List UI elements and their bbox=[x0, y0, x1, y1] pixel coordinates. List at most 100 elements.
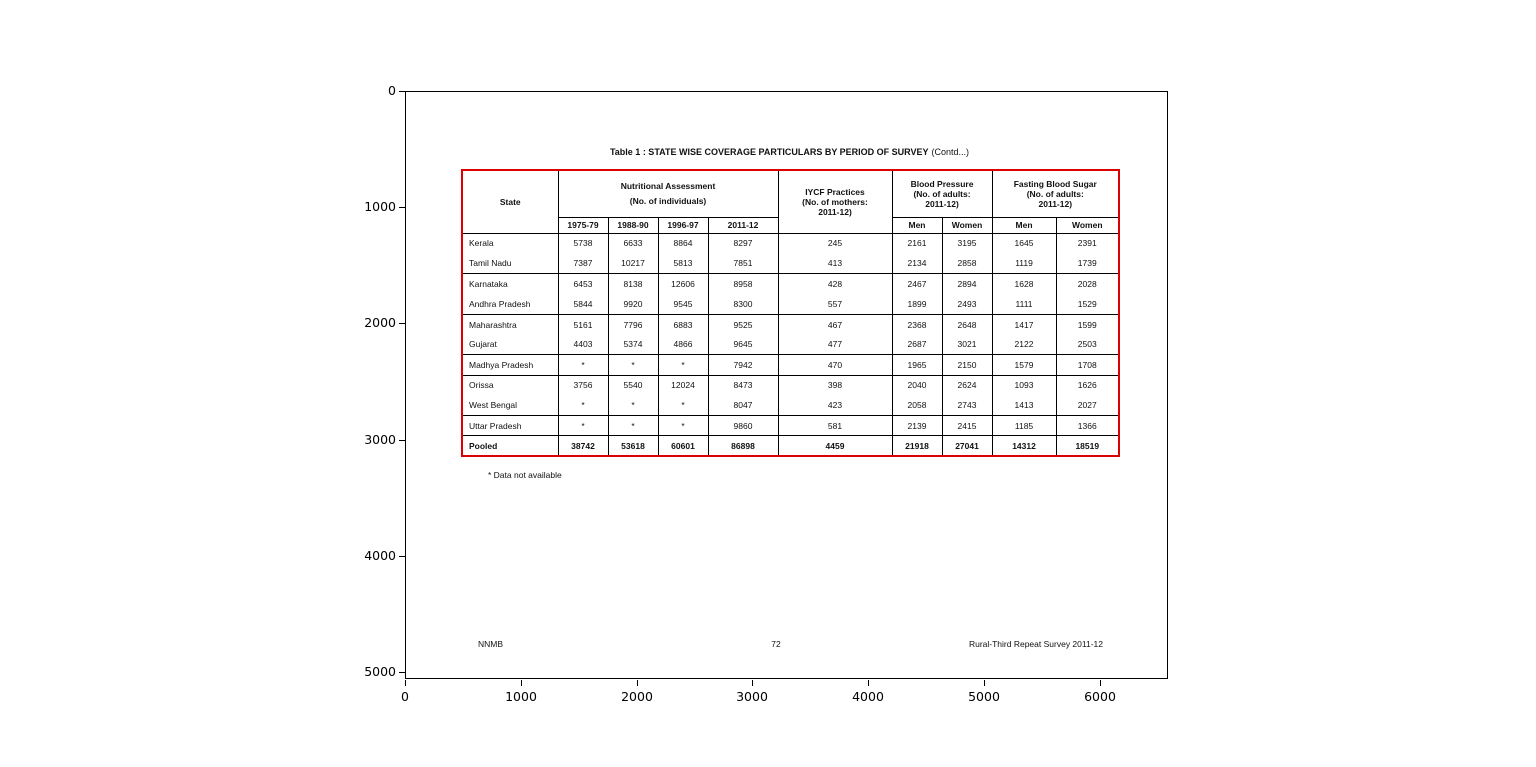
x-tick-label: 0 bbox=[401, 689, 409, 704]
value-cell: * bbox=[557, 415, 609, 437]
value-cell: 1119 bbox=[991, 253, 1057, 275]
y-tick bbox=[399, 440, 405, 441]
x-tick-label: 5000 bbox=[968, 689, 1000, 704]
value-cell: 5374 bbox=[607, 334, 659, 356]
fbs-women-header: Women bbox=[1055, 217, 1120, 234]
value-cell: 1579 bbox=[991, 354, 1057, 376]
value-cell: 6883 bbox=[657, 314, 709, 335]
value-cell: 9545 bbox=[657, 293, 709, 315]
value-cell: 21918 bbox=[891, 435, 943, 457]
y-tick-label: 4000 bbox=[364, 548, 396, 563]
value-cell: 2040 bbox=[891, 375, 943, 396]
state-cell: Orissa bbox=[461, 375, 559, 396]
value-cell: 8297 bbox=[707, 233, 779, 254]
header-line: 2011-12) bbox=[818, 206, 852, 217]
header-line: IYCF Practices bbox=[805, 186, 865, 197]
y-tick bbox=[399, 91, 405, 92]
state-cell: West Bengal bbox=[461, 395, 559, 417]
value-cell: 1645 bbox=[991, 233, 1057, 254]
value-cell: 8047 bbox=[707, 395, 779, 417]
table-row: Orissa 3756 5540 12024 8473 398 2040 2624 1093 16… bbox=[461, 375, 1120, 396]
value-cell: 12024 bbox=[657, 375, 709, 396]
value-cell: 1626 bbox=[1055, 375, 1120, 396]
value-cell: * bbox=[657, 395, 709, 417]
x-tick bbox=[521, 680, 522, 686]
state-cell: Kerala bbox=[461, 233, 559, 254]
value-cell: 1417 bbox=[991, 314, 1057, 335]
table-row: Uttar Pradesh * * * 9860 581 2139 2415 1185 1366 bbox=[461, 415, 1120, 437]
header-line: (No. of adults: bbox=[913, 188, 971, 199]
value-cell: 9920 bbox=[607, 293, 659, 315]
blood-pressure-header: Blood Pressure (No. of adults: 2011-12) bbox=[891, 170, 993, 218]
value-cell: 428 bbox=[777, 273, 893, 294]
value-cell: * bbox=[657, 354, 709, 376]
value-cell: 2139 bbox=[891, 415, 943, 437]
coverage-table: State Nutritional Assessment (No. of ind… bbox=[461, 169, 1121, 458]
table-wrapper: State Nutritional Assessment (No. of ind… bbox=[461, 169, 1121, 458]
value-cell: 5161 bbox=[557, 314, 609, 335]
value-cell: 4403 bbox=[557, 334, 609, 356]
y-tick-label: 2000 bbox=[364, 315, 396, 330]
year-header: 1996-97 bbox=[657, 217, 709, 234]
nutritional-header: Nutritional Assessment (No. of individua… bbox=[557, 170, 779, 218]
value-cell: 398 bbox=[777, 375, 893, 396]
iycf-header: IYCF Practices (No. of mothers: 2011-12) bbox=[777, 170, 893, 234]
state-cell: Madhya Pradesh bbox=[461, 354, 559, 376]
value-cell: 245 bbox=[777, 233, 893, 254]
value-cell: 6453 bbox=[557, 273, 609, 294]
value-cell: 38742 bbox=[557, 435, 609, 457]
value-cell: 10217 bbox=[607, 253, 659, 275]
value-cell: 12606 bbox=[657, 273, 709, 294]
value-cell: 1628 bbox=[991, 273, 1057, 294]
value-cell: 5813 bbox=[657, 253, 709, 275]
x-tick bbox=[637, 680, 638, 686]
x-tick bbox=[405, 680, 406, 686]
value-cell: 7942 bbox=[707, 354, 779, 376]
document-title: Table 1 : STATE WISE COVERAGE PARTICULAR… bbox=[461, 147, 1118, 157]
value-cell: 2028 bbox=[1055, 273, 1120, 294]
value-cell: 5540 bbox=[607, 375, 659, 396]
value-cell: 1413 bbox=[991, 395, 1057, 417]
x-tick bbox=[868, 680, 869, 686]
value-cell: 1899 bbox=[891, 293, 943, 315]
x-tick bbox=[752, 680, 753, 686]
value-cell: 2415 bbox=[941, 415, 993, 437]
value-cell: * bbox=[557, 395, 609, 417]
value-cell: 8300 bbox=[707, 293, 779, 315]
value-cell: 1111 bbox=[991, 293, 1057, 315]
table-row: Kerala 5738 6633 8864 8297 245 2161 3195 1645 239… bbox=[461, 233, 1120, 254]
value-cell: 1965 bbox=[891, 354, 943, 376]
value-cell: 1739 bbox=[1055, 253, 1120, 275]
year-header: 2011-12 bbox=[707, 217, 779, 234]
table-row: Andhra Pradesh 5844 9920 9545 8300 557 1899 249… bbox=[461, 293, 1120, 315]
y-tick bbox=[399, 323, 405, 324]
header-line: Fasting Blood Sugar bbox=[1013, 178, 1097, 189]
value-cell: 1366 bbox=[1055, 415, 1120, 437]
state-cell: Uttar Pradesh bbox=[461, 415, 559, 437]
value-cell: 8958 bbox=[707, 273, 779, 294]
year-header: 1988-90 bbox=[607, 217, 659, 234]
value-cell: * bbox=[607, 354, 659, 376]
value-cell: * bbox=[607, 395, 659, 417]
value-cell: 1708 bbox=[1055, 354, 1120, 376]
value-cell: 477 bbox=[777, 334, 893, 356]
x-tick-label: 4000 bbox=[852, 689, 884, 704]
state-cell: Pooled bbox=[461, 435, 559, 457]
value-cell: 4866 bbox=[657, 334, 709, 356]
state-cell: Karnataka bbox=[461, 273, 559, 294]
footer-page-number: 72 bbox=[771, 639, 781, 649]
value-cell: 8138 bbox=[607, 273, 659, 294]
value-cell: 2648 bbox=[941, 314, 993, 335]
value-cell: 7387 bbox=[557, 253, 609, 275]
header-row-groups: State Nutritional Assessment (No. of ind… bbox=[461, 170, 1120, 234]
value-cell: 3021 bbox=[941, 334, 993, 356]
header-row-sub: 1975-79 1988-90 1996-97 2011-12 Men Wome… bbox=[462, 217, 1120, 234]
value-cell: 4459 bbox=[777, 435, 893, 457]
header-line: 2011-12) bbox=[1038, 198, 1073, 209]
value-cell: * bbox=[657, 415, 709, 437]
table-row: Tamil Nadu 7387 10217 5813 7851 413 2134 2858 11… bbox=[461, 253, 1120, 275]
value-cell: * bbox=[607, 415, 659, 437]
y-tick-label: 3000 bbox=[364, 432, 396, 447]
value-cell: 9860 bbox=[707, 415, 779, 437]
state-cell: Tamil Nadu bbox=[461, 253, 559, 275]
